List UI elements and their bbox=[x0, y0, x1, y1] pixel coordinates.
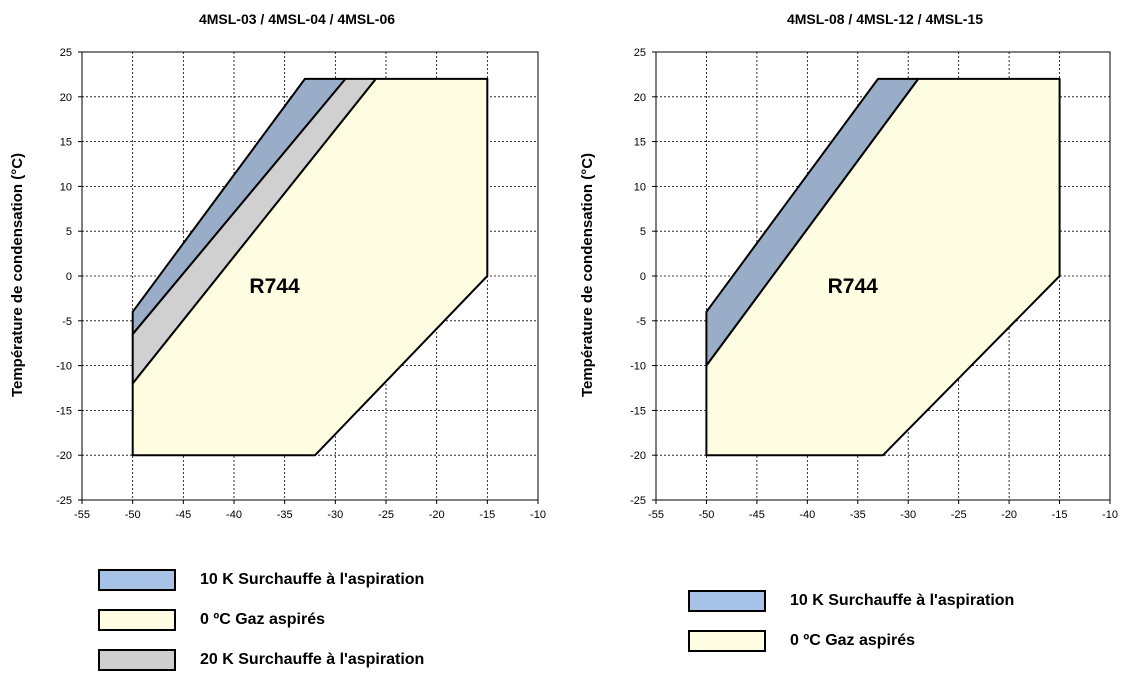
y-tick-label: -15 bbox=[56, 405, 72, 417]
y-tick-label: -25 bbox=[56, 495, 72, 507]
chart-panel-right: 4MSL-08 / 4MSL-12 / 4MSL-15 -55 -50 -45 -40-… bbox=[570, 0, 1128, 540]
legend-label: 10 K Surchauffe à l'aspiration bbox=[200, 571, 425, 588]
y-tick-label: -10 bbox=[630, 361, 646, 373]
legend-left: 10 K Surchauffe à l'aspiration 0 ºC Gaz … bbox=[98, 569, 528, 673]
x-tick-label: -20 bbox=[429, 509, 445, 521]
y-tick-label: -10 bbox=[56, 361, 72, 373]
legend-swatch-superheat-10k bbox=[98, 569, 176, 591]
y-tick-label: 15 bbox=[60, 137, 72, 149]
y-tick-label: 0 bbox=[66, 271, 72, 283]
chart-panel-left: 4MSL-03 / 4MSL-04 / 4MSL-06 -55 -50 -45 -40-… bbox=[0, 0, 560, 540]
legend-label: 20 K Surchauffe à l'aspiration bbox=[200, 651, 425, 668]
x-tick-label: -40 bbox=[226, 509, 242, 521]
y-tick-label: 10 bbox=[60, 181, 72, 193]
x-tick-label: -30 bbox=[900, 509, 916, 521]
x-tick-label: -20 bbox=[1001, 509, 1017, 521]
y-tick-label: -5 bbox=[636, 316, 646, 328]
x-tick-label: -15 bbox=[1052, 509, 1068, 521]
y-tick-label: -25 bbox=[630, 495, 646, 507]
legend-swatch-suction-0c bbox=[98, 609, 176, 631]
x-tick-label: -45 bbox=[749, 509, 765, 521]
x-tick-label: -50 bbox=[125, 509, 141, 521]
x-tick-label: -35 bbox=[850, 509, 866, 521]
y-tick-label: 20 bbox=[634, 92, 646, 104]
region-annotation: R744 bbox=[828, 275, 879, 298]
y-tick-label: -5 bbox=[62, 316, 72, 328]
y-tick-label: 5 bbox=[66, 226, 72, 238]
x-tick-label: -25 bbox=[951, 509, 967, 521]
legend-right: 10 K Surchauffe à l'aspiration 0 ºC Gaz … bbox=[688, 590, 1118, 656]
region-0-c-gaz-aspir-s bbox=[131, 77, 489, 457]
x-tick-label: -30 bbox=[327, 509, 343, 521]
y-tick-label: 25 bbox=[634, 47, 646, 59]
legend-label: 10 K Surchauffe à l'aspiration bbox=[790, 592, 1015, 609]
legend-swatch-superheat-20k bbox=[98, 649, 176, 671]
x-tick-label: -40 bbox=[799, 509, 815, 521]
y-tick-label: 15 bbox=[634, 137, 646, 149]
x-tick-label: -25 bbox=[378, 509, 394, 521]
chart-title: 4MSL-08 / 4MSL-12 / 4MSL-15 bbox=[787, 11, 983, 27]
legend-swatch-suction-0c bbox=[688, 630, 766, 652]
region-0-c-gaz-aspir-s bbox=[705, 77, 1061, 457]
y-axis-label: Température de condensation (°C) bbox=[9, 153, 26, 397]
x-tick-label: -15 bbox=[479, 509, 495, 521]
x-tick-label: -55 bbox=[74, 509, 90, 521]
legend-label: 0 ºC Gaz aspirés bbox=[200, 611, 326, 628]
legend-label: 0 ºC Gaz aspirés bbox=[790, 632, 916, 649]
x-tick-label: -45 bbox=[175, 509, 191, 521]
envelope-chart-left: 4MSL-03 / 4MSL-04 / 4MSL-06-55 -50 -45 -40-… bbox=[9, 11, 546, 521]
y-axis-label: Température de condensation (°C) bbox=[579, 153, 596, 397]
x-tick-label: -10 bbox=[1102, 509, 1118, 521]
y-tick-label: 0 bbox=[640, 271, 646, 283]
y-tick-label: -20 bbox=[630, 450, 646, 462]
x-tick-label: -50 bbox=[698, 509, 714, 521]
chart-title: 4MSL-03 / 4MSL-04 / 4MSL-06 bbox=[199, 11, 395, 27]
y-tick-label: -15 bbox=[630, 405, 646, 417]
region-annotation: R744 bbox=[249, 275, 300, 298]
y-tick-label: 5 bbox=[640, 226, 646, 238]
legend-swatch-superheat-10k bbox=[688, 590, 766, 612]
y-tick-label: 20 bbox=[60, 92, 72, 104]
y-tick-label: 25 bbox=[60, 47, 72, 59]
envelope-chart-right: 4MSL-08 / 4MSL-12 / 4MSL-15-55 -50 -45 -40-… bbox=[579, 11, 1118, 521]
x-tick-label: -55 bbox=[648, 509, 664, 521]
x-tick-label: -35 bbox=[277, 509, 293, 521]
y-tick-label: -20 bbox=[56, 450, 72, 462]
x-tick-label: -10 bbox=[530, 509, 546, 521]
y-tick-label: 10 bbox=[634, 181, 646, 193]
